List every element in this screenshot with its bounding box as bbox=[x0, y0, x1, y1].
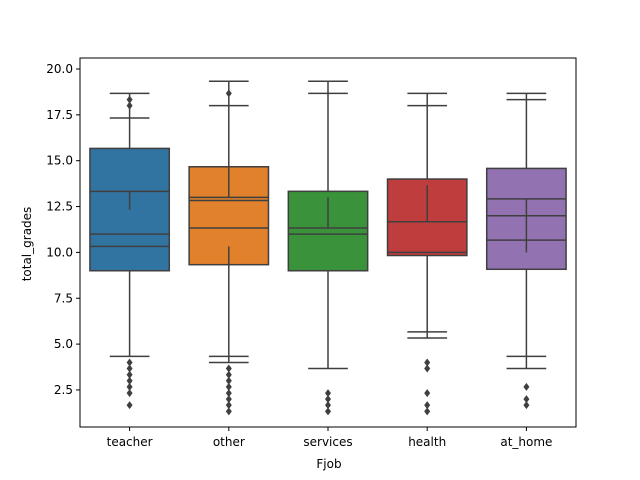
outlier-point bbox=[523, 395, 530, 404]
outlier-point bbox=[225, 364, 232, 373]
outlier-point bbox=[126, 364, 133, 373]
outlier-point bbox=[225, 401, 232, 410]
outlier-point bbox=[424, 389, 431, 398]
outlier-point bbox=[424, 407, 431, 416]
outlier-point bbox=[225, 395, 232, 404]
axes: 2.5 5.0 7.5 10.0 12.5 15.0 17.5 20.0 teacher othe… bbox=[46, 57, 577, 449]
outlier-point bbox=[225, 89, 232, 98]
x-tick-label-services: services bbox=[303, 435, 352, 449]
box-at_home bbox=[485, 92, 567, 410]
outlier-point bbox=[126, 376, 133, 385]
outlier-point bbox=[523, 401, 530, 410]
y-tick-label: 10.0 bbox=[46, 245, 73, 259]
outlier-point bbox=[325, 401, 331, 410]
outlier-point bbox=[325, 407, 331, 416]
x-tick-label-health: health bbox=[408, 435, 446, 449]
box-teacher bbox=[89, 92, 171, 410]
y-tick-label: 5.0 bbox=[54, 337, 73, 351]
box-services bbox=[287, 80, 369, 416]
x-axis-label: Fjob bbox=[316, 457, 341, 471]
y-tick-label: 7.5 bbox=[54, 291, 73, 305]
y-tick-label: 2.5 bbox=[54, 383, 73, 397]
outlier-point bbox=[424, 358, 431, 367]
x-tick-label-at_home: at_home bbox=[500, 435, 552, 449]
outlier-point bbox=[424, 401, 431, 410]
outlier-point bbox=[126, 401, 133, 410]
outlier-point bbox=[126, 101, 133, 110]
outlier-point bbox=[225, 389, 232, 398]
outlier-point bbox=[225, 376, 232, 385]
box-health bbox=[386, 92, 468, 416]
box-other bbox=[188, 80, 270, 416]
y-tick-label: 17.5 bbox=[46, 108, 73, 122]
outlier-point bbox=[424, 364, 431, 373]
y-axis-label: total_grades bbox=[20, 207, 34, 282]
outlier-point bbox=[325, 395, 331, 404]
outlier-point bbox=[126, 370, 133, 379]
outlier-point bbox=[225, 407, 232, 416]
plot-elements bbox=[89, 80, 567, 416]
x-tick-label-other: other bbox=[213, 435, 245, 449]
outlier-point bbox=[523, 382, 530, 391]
outlier-point bbox=[126, 389, 133, 398]
outlier-point bbox=[325, 389, 331, 398]
y-tick-label: 12.5 bbox=[46, 200, 73, 214]
outlier-point bbox=[126, 358, 133, 367]
y-tick-label: 15.0 bbox=[46, 154, 73, 168]
y-tick-label: 20.0 bbox=[46, 62, 73, 76]
outlier-point bbox=[126, 95, 133, 104]
outlier-point bbox=[126, 382, 133, 391]
outlier-point bbox=[225, 370, 232, 379]
x-tick-label-teacher: teacher bbox=[107, 435, 153, 449]
outlier-point bbox=[225, 382, 232, 391]
